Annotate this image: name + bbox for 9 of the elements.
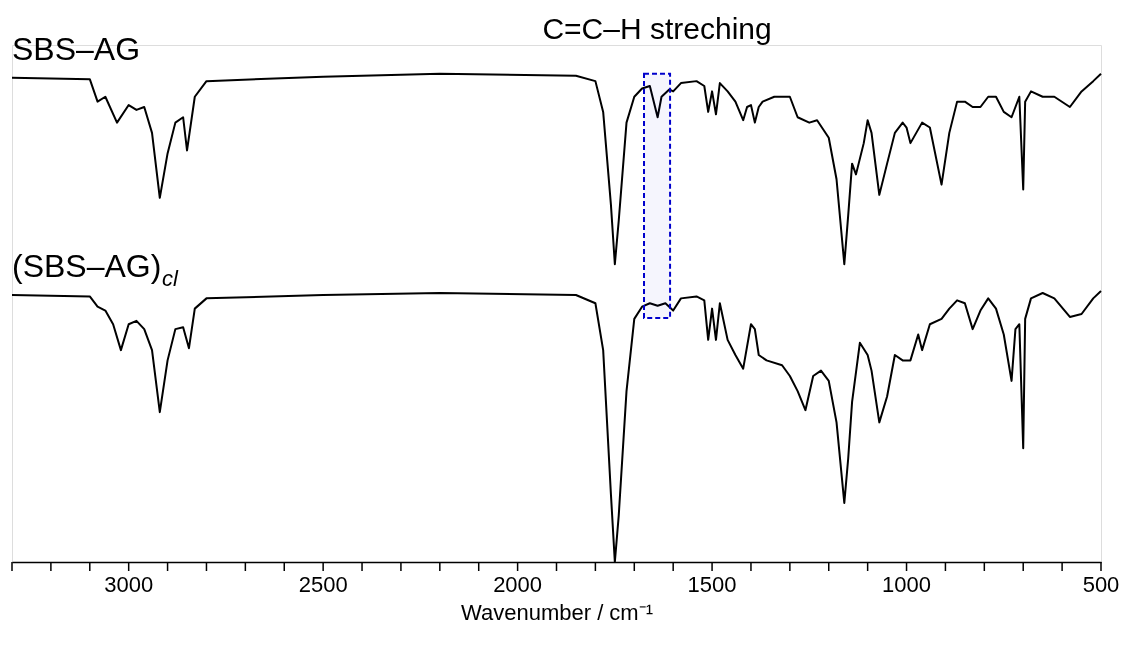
x-tick-label: 2500 xyxy=(298,572,348,597)
x-tick-label: 500 xyxy=(1082,572,1120,597)
x-tick-label: 3000 xyxy=(104,572,154,597)
x-tick-label: 1000 xyxy=(882,572,932,597)
band-label: C=C–H streching xyxy=(542,12,772,45)
x-tick-label: 2000 xyxy=(493,572,543,597)
x-axis-title: Wavenumber / cm⁻¹ xyxy=(460,599,654,625)
series-label: SBS–AG xyxy=(12,30,141,67)
x-tick-label: 1500 xyxy=(687,572,737,597)
